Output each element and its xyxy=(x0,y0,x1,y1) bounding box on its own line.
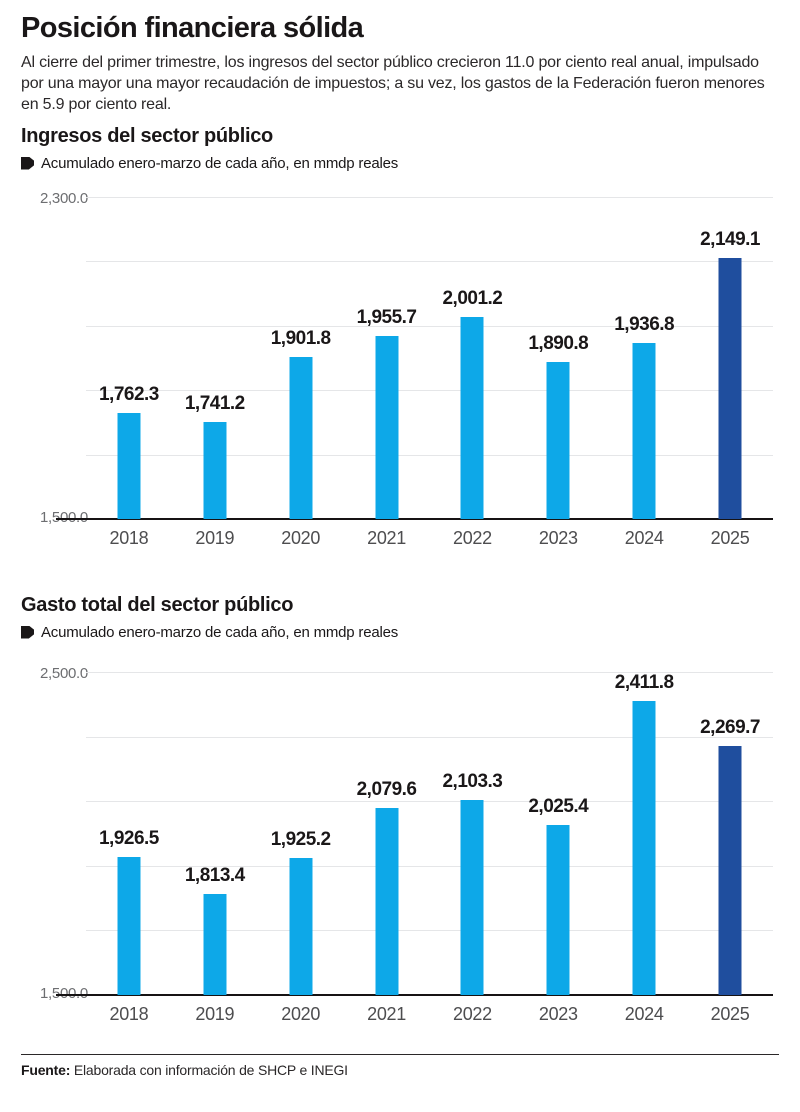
gridline xyxy=(86,930,773,932)
legend-marker-icon xyxy=(21,156,34,170)
chart-legend: Acumulado enero-marzo de cada año, en mm… xyxy=(21,153,788,173)
x-axis-baseline xyxy=(56,518,773,520)
bar-2020 xyxy=(289,857,313,995)
source-note: Fuente: Elaborada con información de SHC… xyxy=(21,1054,779,1078)
bar-2022 xyxy=(460,317,484,519)
x-axis-label-2018: 2018 xyxy=(109,1004,149,1024)
bar-value-label: 1,955.7 xyxy=(356,306,417,328)
bar-2025 xyxy=(718,257,742,519)
gridline xyxy=(86,325,773,327)
bar-2019 xyxy=(203,893,227,995)
bar-chart-ingresos: 2,300.0 1,500.0 1,762.3 1,741.2 1,901.8 1,9… xyxy=(21,190,788,551)
plot-area: 2,500.0 1,500.0 1,926.5 1,813.4 1,925.2 2,0… xyxy=(40,665,773,1002)
x-axis-label-2022: 2022 xyxy=(453,528,492,548)
bar-value-label: 1,925.2 xyxy=(270,828,331,850)
y-axis-min-label: 1,500.0 xyxy=(40,985,110,1002)
section-ingresos: Ingresos del sector público Acumulado en… xyxy=(21,124,788,551)
bar-value-label: 2,269.7 xyxy=(700,717,761,739)
y-axis-max-label: 2,500.0 xyxy=(40,665,88,682)
bar-2020 xyxy=(289,357,313,519)
legend-label: Acumulado enero-marzo de cada año, en mm… xyxy=(41,154,399,172)
bar-value-label: 1,762.3 xyxy=(98,384,159,406)
gridline xyxy=(86,454,773,456)
bar-2025 xyxy=(718,746,742,995)
x-axis-label-2021: 2021 xyxy=(367,1004,406,1024)
plot-area: 2,300.0 1,500.0 1,762.3 1,741.2 1,901.8 1,9… xyxy=(40,190,773,526)
x-axis-baseline xyxy=(56,994,773,996)
bar-value-label: 2,001.2 xyxy=(442,288,503,310)
bar-chart-gasto: 2,500.0 1,500.0 1,926.5 1,813.4 1,925.2 2,0… xyxy=(21,665,788,1027)
chart-legend: Acumulado enero-marzo de cada año, en mm… xyxy=(21,622,788,642)
source-label: Fuente: xyxy=(21,1062,71,1078)
x-axis-label-2025: 2025 xyxy=(710,1004,750,1024)
bar-2023 xyxy=(546,361,570,519)
section-gasto: Gasto total del sector público Acumulado… xyxy=(21,593,788,1027)
x-axis-label-2025: 2025 xyxy=(710,528,750,548)
bar-value-label: 2,103.3 xyxy=(442,771,503,793)
bar-value-label: 2,025.4 xyxy=(528,796,589,818)
gridline xyxy=(86,736,773,738)
intro-paragraph: Al cierre del primer trimestre, los ingr… xyxy=(21,54,765,113)
bar-value-label: 2,149.1 xyxy=(700,228,761,250)
x-axis-label-2024: 2024 xyxy=(624,1004,664,1024)
bar-value-label: 2,079.6 xyxy=(356,778,417,800)
bar-2024 xyxy=(632,700,656,995)
bar-value-label: 1,936.8 xyxy=(614,314,675,336)
bar-value-label: 1,813.4 xyxy=(184,864,245,886)
bar-value-label: 2,411.8 xyxy=(614,671,674,693)
bar-2024 xyxy=(632,343,656,519)
gridline xyxy=(86,197,773,198)
x-axis-label-2023: 2023 xyxy=(538,528,578,548)
chart-title-gasto: Gasto total del sector público xyxy=(21,594,294,616)
x-axis-label-2019: 2019 xyxy=(195,528,235,548)
x-axis-label-2023: 2023 xyxy=(538,1004,578,1024)
x-axis-labels: 2018 2019 2020 2021 2022 2023 2024 2025 xyxy=(86,995,773,1027)
bar-2018 xyxy=(117,857,141,995)
gridline xyxy=(86,801,773,803)
legend-label: Acumulado enero-marzo de cada año, en mm… xyxy=(41,623,399,641)
x-axis-label-2020: 2020 xyxy=(281,528,321,548)
y-axis-min-label: 1,500.0 xyxy=(40,509,110,526)
x-axis-label-2022: 2022 xyxy=(453,1004,492,1024)
bar-2023 xyxy=(546,825,570,995)
x-axis-label-2024: 2024 xyxy=(624,528,664,548)
page-title: Posición financiera sólida xyxy=(21,12,364,44)
bar-value-label: 1,741.2 xyxy=(184,392,245,414)
bar-2019 xyxy=(203,421,227,519)
source-text: Elaborada con información de SHCP e INEG… xyxy=(70,1062,348,1078)
x-axis-labels: 2018 2019 2020 2021 2022 2023 2024 2025 xyxy=(86,519,773,551)
gridline xyxy=(86,865,773,867)
bar-2022 xyxy=(460,800,484,995)
x-axis-label-2018: 2018 xyxy=(109,528,149,548)
bar-value-label: 1,890.8 xyxy=(528,332,589,354)
y-axis-max-label: 2,300.0 xyxy=(40,190,88,207)
x-axis-label-2021: 2021 xyxy=(367,528,406,548)
bar-value-label: 1,926.5 xyxy=(98,828,159,850)
bar-value-label: 1,901.8 xyxy=(270,328,331,350)
gridline xyxy=(86,390,773,392)
legend-marker-icon xyxy=(21,625,34,639)
bar-2021 xyxy=(375,807,399,995)
chart-title-ingresos: Ingresos del sector público xyxy=(21,125,273,147)
gridline xyxy=(86,672,773,673)
bar-2018 xyxy=(117,413,141,519)
x-axis-label-2019: 2019 xyxy=(195,1004,235,1024)
bar-2021 xyxy=(375,335,399,519)
x-axis-label-2020: 2020 xyxy=(281,1004,321,1024)
gridline xyxy=(86,261,773,263)
